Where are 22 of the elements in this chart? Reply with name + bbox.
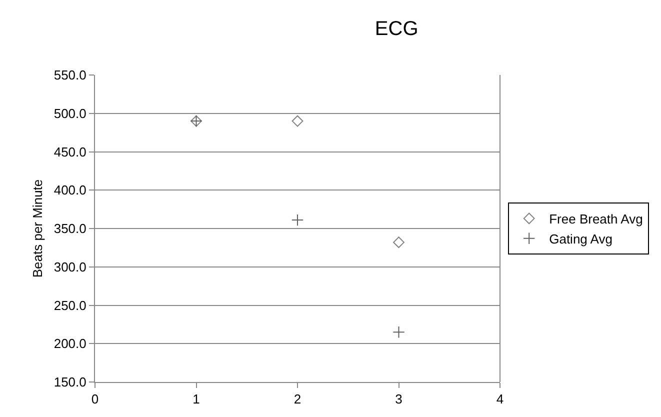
point (392, 326, 405, 338)
y-axis-title: Beats per Minute (30, 179, 45, 278)
x-tick-label: 4 (496, 392, 504, 407)
point (291, 214, 304, 226)
legend-label: Free Breath Avg (549, 212, 643, 227)
x-tick-label: 0 (91, 392, 99, 407)
y-tick-label: 450.0 (54, 144, 86, 160)
x-tick-label: 1 (192, 392, 200, 407)
x-tick-label: 2 (294, 392, 302, 407)
legend-label: Gating Avg (549, 231, 612, 246)
x-tick-label: 3 (395, 392, 402, 407)
y-tick-label: 200.0 (54, 336, 86, 352)
y-tick-label: 150.0 (54, 374, 86, 390)
y-tick-label: 500.0 (54, 106, 86, 121)
y-tick-label: 400.0 (54, 182, 86, 198)
y-tick-label: 300.0 (54, 259, 86, 274)
chart-title: ECG (374, 18, 418, 40)
point (393, 236, 404, 248)
point (292, 115, 304, 127)
y-tick-label: 350.0 (54, 221, 86, 236)
y-tick-label: 550.0 (54, 68, 86, 83)
y-tick-label: 250.0 (54, 298, 86, 313)
